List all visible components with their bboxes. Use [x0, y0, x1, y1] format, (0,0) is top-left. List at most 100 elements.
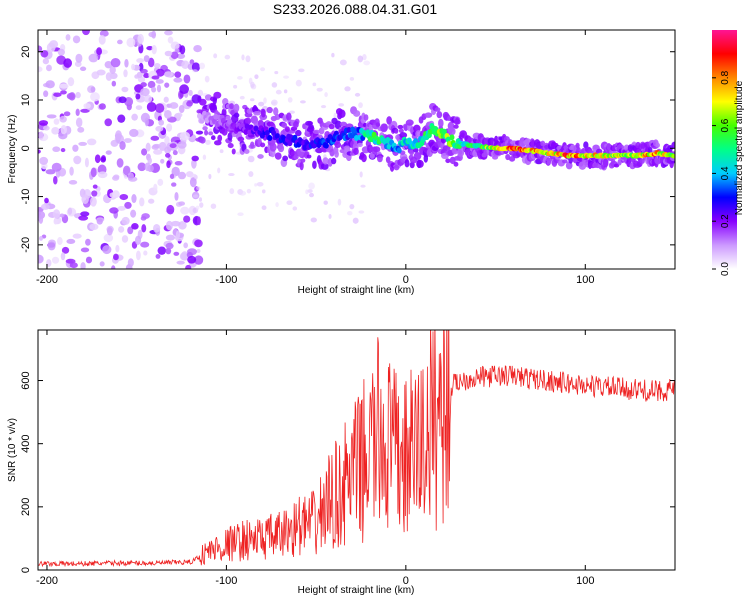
trace-core	[213, 113, 219, 120]
noise-speck	[104, 60, 113, 69]
noise-speck	[163, 110, 172, 119]
noise-speck	[49, 40, 59, 49]
noise-speck	[151, 44, 157, 55]
trace-halo	[403, 124, 409, 132]
noise-speck	[337, 198, 342, 206]
noise-speck	[165, 234, 176, 241]
noise-speck	[179, 84, 189, 95]
noise-speck	[179, 252, 189, 261]
noise-speck	[103, 233, 114, 243]
noise-speck	[88, 53, 99, 63]
noise-speck	[331, 52, 335, 58]
noise-speck	[241, 54, 245, 61]
trace-halo	[199, 98, 207, 106]
snr-y-ticks: 0 200 400 600	[20, 371, 675, 573]
noise-speck	[59, 213, 65, 218]
trace-halo	[455, 117, 460, 125]
noise-speck	[90, 86, 96, 93]
noise-speck	[140, 68, 148, 74]
noise-speck	[328, 214, 332, 219]
trace-halo	[204, 129, 209, 136]
trace-halo	[334, 150, 339, 158]
trace-halo	[404, 159, 410, 168]
trace-halo	[208, 131, 214, 136]
trace-core	[671, 154, 675, 159]
noise-speck	[157, 178, 164, 186]
noise-speck	[169, 102, 179, 109]
noise-speck	[169, 143, 177, 149]
trace-halo	[227, 143, 234, 149]
figure-title: S233.2026.088.04.31.G01	[273, 1, 437, 17]
trace-halo	[328, 123, 335, 130]
spectrogram-marks	[38, 30, 675, 269]
trace-halo	[300, 158, 306, 163]
noise-speck	[275, 89, 282, 95]
trace-core	[267, 134, 273, 141]
noise-speck	[65, 34, 71, 41]
noise-speck	[286, 200, 293, 206]
noise-speck	[310, 217, 317, 223]
noise-speck	[75, 91, 81, 99]
spectrogram-y-tick-label: -20	[20, 237, 32, 253]
colorbar-tick-label: 0.4	[720, 166, 731, 180]
noise-speck	[180, 131, 190, 141]
noise-speck	[167, 36, 174, 44]
noise-speck	[339, 59, 347, 66]
trace-halo	[372, 146, 381, 153]
noise-speck	[143, 94, 153, 103]
noise-speck	[148, 198, 155, 204]
trace-halo	[295, 129, 302, 137]
noise-speck	[349, 77, 355, 81]
trace-halo	[286, 112, 292, 121]
noise-speck	[153, 63, 161, 69]
noise-speck	[239, 95, 245, 100]
noise-speck	[165, 242, 174, 250]
noise-speck	[43, 90, 49, 98]
noise-speck	[78, 141, 88, 146]
noise-speck	[94, 154, 101, 164]
noise-speck	[176, 112, 183, 118]
snr-x-ticks: -200 -100 0 100	[36, 330, 594, 587]
noise-speck	[247, 155, 255, 163]
noise-speck	[186, 100, 193, 107]
trace-halo	[405, 119, 414, 126]
trace-halo	[377, 155, 383, 163]
trace-halo	[453, 124, 459, 129]
noise-speck	[66, 238, 76, 244]
noise-speck	[38, 45, 43, 53]
noise-speck	[140, 216, 147, 221]
noise-speck	[166, 204, 175, 215]
noise-speck	[254, 183, 258, 187]
trace-halo	[434, 107, 441, 112]
noise-speck	[164, 71, 174, 78]
noise-speck	[205, 139, 211, 145]
trace-halo	[269, 142, 277, 152]
trace-halo	[561, 159, 568, 164]
noise-speck	[96, 69, 106, 76]
noise-speck	[78, 215, 89, 221]
noise-speck	[165, 153, 171, 158]
noise-speck	[139, 197, 145, 207]
trace-halo	[409, 149, 415, 156]
noise-speck	[124, 201, 132, 209]
snr-frame	[37, 329, 676, 571]
noise-speck	[111, 80, 117, 87]
noise-speck	[196, 216, 201, 226]
noise-speck	[105, 150, 112, 155]
noise-speck	[146, 101, 157, 112]
noise-speck	[176, 260, 185, 265]
spectrogram-y-tick-label: 20	[20, 46, 32, 58]
noise-speck	[217, 167, 221, 174]
trace-core	[346, 126, 352, 133]
spectrogram-y-ticks: 20 10 0 -10 -20	[20, 46, 675, 253]
colorbar-tick-label: 0.6	[720, 118, 731, 132]
trace-halo	[257, 154, 264, 159]
noise-speck	[134, 74, 140, 79]
noise-speck	[80, 247, 90, 253]
trace-halo	[210, 135, 216, 141]
noise-speck	[155, 68, 165, 77]
noise-speck	[183, 74, 191, 84]
noise-speck	[85, 256, 93, 264]
noise-speck	[166, 123, 173, 132]
trace-halo	[315, 147, 324, 154]
